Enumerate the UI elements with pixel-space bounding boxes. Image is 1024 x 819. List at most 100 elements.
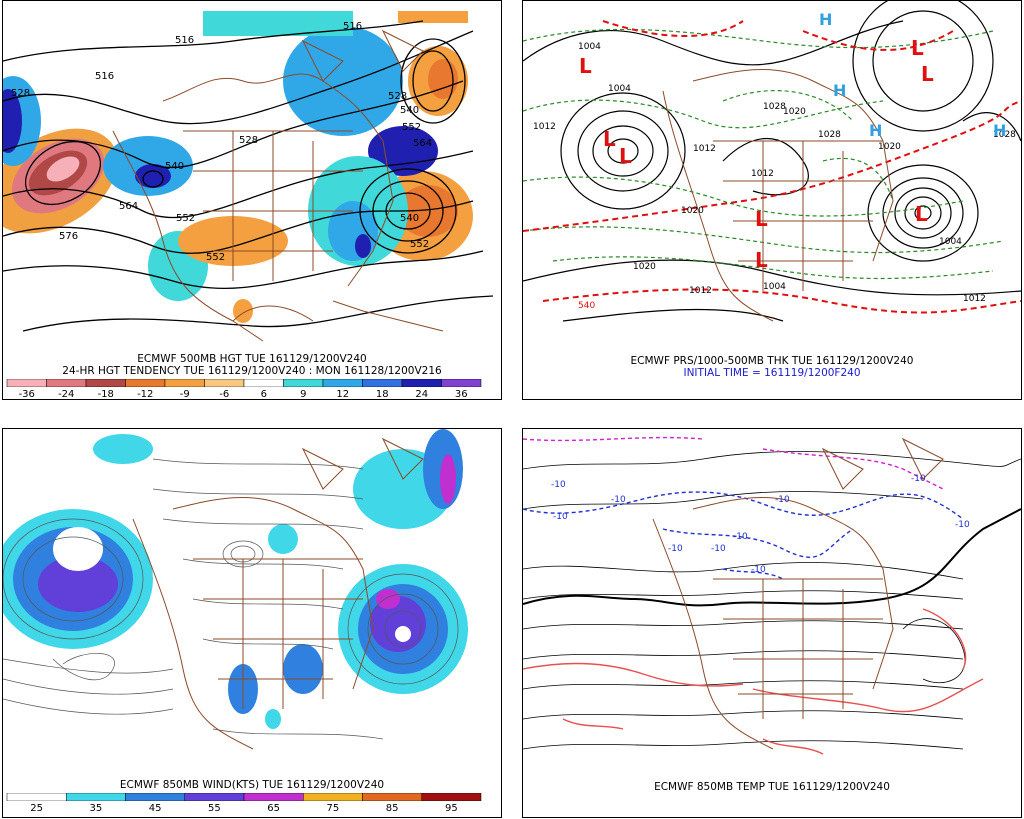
isobar-label: 1004 bbox=[578, 42, 601, 52]
colorbar-segment bbox=[125, 793, 185, 801]
contour-label: 516 bbox=[175, 35, 194, 46]
isotherm-label: -10 bbox=[611, 495, 626, 505]
contour-label: 552 bbox=[402, 122, 421, 133]
isotherms bbox=[523, 451, 1021, 750]
low-pressure-symbol: L bbox=[755, 207, 768, 231]
isotherm-label: -10 bbox=[911, 474, 926, 484]
contour-label: 552 bbox=[176, 213, 195, 224]
isotherm-label: -10 bbox=[733, 532, 748, 542]
isobar-label: 1012 bbox=[963, 294, 986, 304]
contour-labels: 516 516 516 528 528 540 552 564 528 540 … bbox=[11, 21, 432, 263]
colorbar-label: 65 bbox=[267, 803, 280, 814]
low-pressure-symbol: L bbox=[915, 202, 928, 226]
colorbar-segment bbox=[204, 379, 245, 387]
low-pressure-symbol: L bbox=[619, 144, 632, 168]
colorbar-label: -24 bbox=[58, 389, 75, 400]
panel-500mb-height: 516 516 516 528 528 540 552 564 528 540 … bbox=[2, 0, 502, 400]
isotherm-label: -10 bbox=[751, 565, 766, 575]
colorbar-segment bbox=[6, 379, 47, 387]
contour-label: 528 bbox=[11, 88, 30, 99]
thickness-red bbox=[523, 20, 1021, 314]
colorbar-label: 12 bbox=[336, 389, 350, 400]
caption-line2: INITIAL TIME = 161119/1200F240 bbox=[683, 367, 861, 379]
height-contours bbox=[3, 20, 494, 332]
colorbar-label: 45 bbox=[148, 803, 162, 814]
high-pressure-symbol: H bbox=[833, 81, 846, 100]
low-pressure-symbol: L bbox=[579, 54, 592, 78]
contour-label: 540 bbox=[400, 213, 419, 224]
isobar-label: 1004 bbox=[939, 237, 962, 247]
panel-850mb-temp: -10 -10 -10 -10 -10 -10 -10 -10 -10 -10 … bbox=[522, 428, 1022, 818]
low-pressure-symbol: L bbox=[603, 127, 616, 151]
caption-line1: ECMWF 500MB HGT TUE 161129/1200V240 bbox=[137, 353, 367, 365]
coastline bbox=[112, 29, 444, 342]
colorbar-tendency bbox=[6, 379, 482, 387]
colorbar-segment bbox=[184, 793, 245, 801]
contour-label: 552 bbox=[410, 239, 429, 250]
coastline bbox=[652, 437, 944, 750]
colorbar-segment bbox=[283, 379, 324, 387]
contour-label: 576 bbox=[59, 231, 78, 242]
isobar-label: 1028 bbox=[763, 102, 786, 112]
colorbar-label: 6 bbox=[260, 389, 267, 400]
isotherm-label: -10 bbox=[775, 495, 790, 505]
colorbar-segment bbox=[6, 793, 67, 801]
contour-label: 528 bbox=[388, 91, 407, 102]
isobar-label: 1020 bbox=[783, 107, 806, 117]
contour-label: 516 bbox=[95, 71, 114, 82]
colorbar-segment bbox=[303, 793, 363, 801]
streamlines bbox=[3, 458, 459, 740]
caption: ECMWF 850MB TEMP TUE 161129/1200V240 bbox=[654, 781, 890, 793]
isobar-label: 1012 bbox=[751, 169, 774, 179]
very-cold-isotherms bbox=[523, 436, 944, 490]
colorbar-tendency-labels: -36 -24 -18 -12 -9 -6 6 9 12 18 24 36 bbox=[3, 389, 501, 400]
colorbar-segment bbox=[421, 793, 482, 801]
colorbar-label: 9 bbox=[300, 389, 307, 400]
colorbar-label: 75 bbox=[326, 803, 340, 814]
contour-label: 540 bbox=[400, 105, 419, 116]
thickness-green bbox=[523, 28, 1004, 280]
contour-label: 552 bbox=[206, 252, 225, 263]
cold-isotherms bbox=[523, 491, 964, 580]
colorbar-segment bbox=[362, 379, 403, 387]
caption-line2: 24-HR HGT TENDENCY TUE 161129/1200V240 :… bbox=[62, 365, 442, 377]
isobar-label: 1020 bbox=[633, 262, 656, 272]
colorbar-segment bbox=[401, 379, 442, 387]
colorbar-segment bbox=[322, 379, 363, 387]
colorbar-label: 95 bbox=[445, 803, 458, 814]
isobar-label: 1004 bbox=[608, 84, 631, 94]
map-pressure-thickness: 1004 1012 1020 1028 1012 1020 1012 1004 … bbox=[523, 1, 1021, 322]
colorbar-segment bbox=[243, 379, 284, 387]
height-tendency-fills bbox=[3, 11, 473, 323]
colorbar-label: -9 bbox=[179, 389, 190, 400]
low-pressure-symbol: L bbox=[755, 248, 768, 272]
coastline bbox=[132, 437, 424, 750]
colorbar-label: 85 bbox=[385, 803, 399, 814]
high-pressure-symbol: H bbox=[819, 10, 832, 29]
colorbar-segment bbox=[164, 379, 205, 387]
isotherm-label: -10 bbox=[551, 480, 566, 490]
contour-label: 564 bbox=[119, 201, 138, 212]
coastline bbox=[662, 68, 894, 322]
contour-label: 564 bbox=[413, 138, 432, 149]
map-850mb-wind bbox=[3, 429, 468, 750]
pressure-labels: 1004 1012 1020 1028 1012 1020 1012 1004 … bbox=[533, 42, 1016, 304]
isotherm-label: -10 bbox=[955, 520, 970, 530]
colorbar-wind bbox=[6, 793, 482, 801]
colorbar-segment bbox=[66, 793, 126, 801]
isobar-label: 1020 bbox=[878, 142, 901, 152]
colorbar-wind-labels: 25 35 45 55 65 75 85 95 bbox=[3, 803, 501, 817]
colorbar-label: -12 bbox=[137, 389, 154, 400]
colorbar-label: 35 bbox=[89, 803, 103, 814]
colorbar-label: 24 bbox=[415, 389, 429, 400]
isobar-label: 1012 bbox=[689, 286, 712, 296]
colorbar-segment bbox=[243, 793, 304, 801]
isobar-label: 1020 bbox=[681, 206, 704, 216]
low-pressure-symbol: L bbox=[911, 36, 924, 60]
pressure-centers: L L L L L L L L H H H H bbox=[579, 10, 1006, 272]
caption: ECMWF 850MB WIND(KTS) TUE 161129/1200V24… bbox=[119, 779, 385, 791]
caption-line1: ECMWF PRS/1000-500MB THK TUE 161129/1200… bbox=[630, 355, 914, 367]
isobar-label: 1004 bbox=[763, 282, 786, 292]
colorbar-segment bbox=[441, 379, 482, 387]
high-pressure-symbol: H bbox=[993, 121, 1006, 140]
